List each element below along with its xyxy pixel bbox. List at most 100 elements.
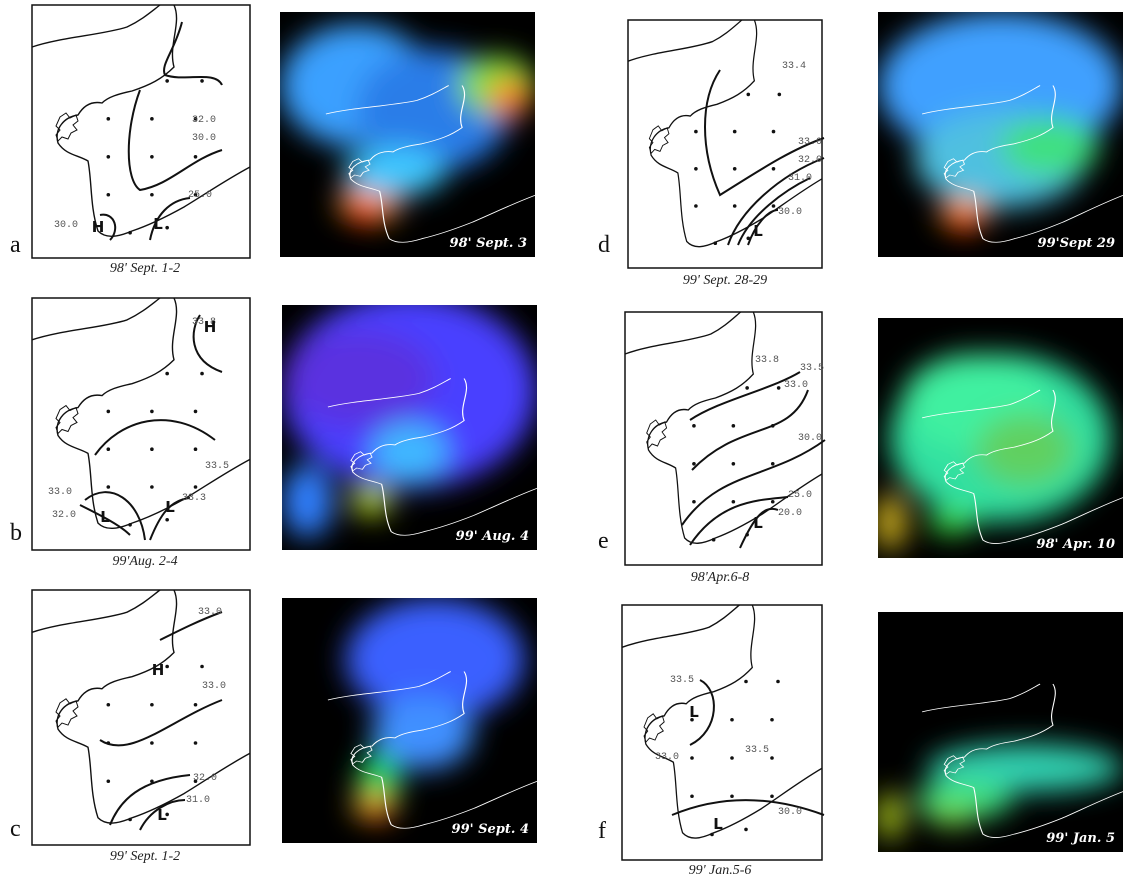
satellite-image bbox=[878, 12, 1123, 257]
station bbox=[770, 499, 775, 504]
contour-label: 33.0 bbox=[798, 137, 822, 148]
image-label: 99' Sept. 4 bbox=[452, 822, 529, 837]
station bbox=[150, 702, 154, 707]
contour bbox=[159, 611, 223, 641]
station bbox=[193, 192, 198, 197]
station bbox=[692, 499, 696, 504]
station bbox=[193, 779, 198, 784]
station bbox=[150, 485, 154, 489]
hl-marker: L bbox=[100, 508, 110, 526]
station bbox=[771, 167, 776, 171]
station bbox=[150, 741, 154, 745]
contour bbox=[94, 419, 216, 456]
chlorophyll-patch bbox=[878, 792, 903, 840]
chlorophyll-patch bbox=[371, 696, 474, 770]
station bbox=[731, 424, 736, 428]
station bbox=[165, 812, 169, 817]
station bbox=[165, 664, 169, 669]
station bbox=[200, 664, 204, 669]
station bbox=[106, 409, 111, 414]
contour-label: 33.4 bbox=[782, 61, 806, 72]
station bbox=[744, 827, 748, 832]
panel-letter: a bbox=[10, 232, 21, 258]
chlorophyll-patch bbox=[348, 200, 380, 226]
image-label: 98' Sept. 3 bbox=[450, 236, 527, 251]
station bbox=[193, 485, 198, 489]
map-caption: 98'Apr.6-8 bbox=[691, 570, 750, 585]
station bbox=[106, 155, 111, 159]
chlorophyll-patch bbox=[927, 744, 1123, 792]
station bbox=[690, 756, 694, 760]
map-frame bbox=[31, 4, 251, 259]
map-frame bbox=[31, 297, 251, 551]
contour-label: 32.0 bbox=[192, 115, 216, 126]
chlorophyll-patch bbox=[371, 422, 448, 482]
contour-label: 31.0 bbox=[788, 173, 812, 184]
contour bbox=[84, 491, 146, 541]
contour-label: 33.0 bbox=[48, 487, 72, 498]
station bbox=[200, 371, 204, 376]
contour-label: 33.0 bbox=[784, 380, 808, 391]
contour-label: 33.8 bbox=[755, 355, 779, 366]
contour bbox=[109, 774, 191, 826]
map-frame bbox=[621, 604, 823, 861]
satellite-image bbox=[280, 12, 535, 257]
contour bbox=[689, 679, 715, 746]
station bbox=[771, 129, 776, 134]
contour-label: 30.0 bbox=[798, 433, 822, 444]
map-caption: 99' Jan.5-6 bbox=[689, 863, 752, 878]
station bbox=[745, 386, 749, 390]
panel: 33.5 33.0 33.5 30.0 L Lf 99' Jan.5-6 99' Jan. 5 bbox=[598, 604, 1123, 878]
satellite-image bbox=[878, 612, 1123, 852]
contour bbox=[727, 157, 825, 246]
map-caption: 98' Sept. 1-2 bbox=[110, 261, 180, 276]
station bbox=[106, 702, 111, 707]
station bbox=[165, 225, 169, 230]
station bbox=[193, 741, 198, 745]
panel: 33.4 33.0 32.0 31.0 30.0 Ld 99' Sept. 28-29 99'… bbox=[598, 12, 1123, 288]
map-frame bbox=[627, 19, 823, 269]
image-label: 98' Apr. 10 bbox=[1036, 537, 1115, 552]
contour-label: 32.0 bbox=[798, 155, 822, 166]
contour-label: 32.0 bbox=[193, 773, 217, 784]
contour bbox=[747, 209, 779, 246]
contour bbox=[79, 504, 131, 536]
contour bbox=[681, 439, 826, 526]
station bbox=[106, 447, 111, 452]
image-label: 99'Sept 29 bbox=[1038, 236, 1115, 251]
contour bbox=[691, 389, 809, 471]
hl-marker: L bbox=[157, 806, 167, 824]
contour-label: 20.0 bbox=[778, 508, 802, 519]
station bbox=[770, 756, 774, 760]
chlorophyll-patch bbox=[949, 212, 979, 233]
station bbox=[106, 192, 111, 197]
hl-marker: H bbox=[204, 318, 217, 336]
contour bbox=[163, 21, 223, 86]
station bbox=[690, 794, 694, 799]
contour-label: 33.5 bbox=[745, 745, 769, 756]
station bbox=[732, 129, 737, 134]
chlorophyll-patch bbox=[345, 598, 525, 721]
station bbox=[776, 679, 780, 684]
station bbox=[193, 702, 198, 707]
map-caption: 99' Sept. 28-29 bbox=[683, 273, 767, 288]
station bbox=[200, 79, 204, 83]
station bbox=[694, 129, 698, 134]
chlorophyll-patch bbox=[282, 329, 435, 428]
station bbox=[770, 794, 774, 799]
hl-marker: H bbox=[92, 218, 105, 236]
hl-marker: L bbox=[153, 215, 163, 233]
station bbox=[193, 409, 198, 414]
contour bbox=[99, 699, 223, 747]
station bbox=[150, 117, 154, 121]
contour-label: 25.0 bbox=[788, 490, 812, 501]
chlorophyll-patch bbox=[343, 146, 446, 196]
station bbox=[732, 204, 737, 208]
chlorophyll-patch bbox=[350, 486, 392, 516]
satellite-image bbox=[282, 305, 537, 550]
station bbox=[128, 817, 132, 822]
hl-marker: L bbox=[689, 703, 699, 721]
contour-label: 33.5 bbox=[670, 675, 694, 686]
contour bbox=[671, 799, 825, 816]
